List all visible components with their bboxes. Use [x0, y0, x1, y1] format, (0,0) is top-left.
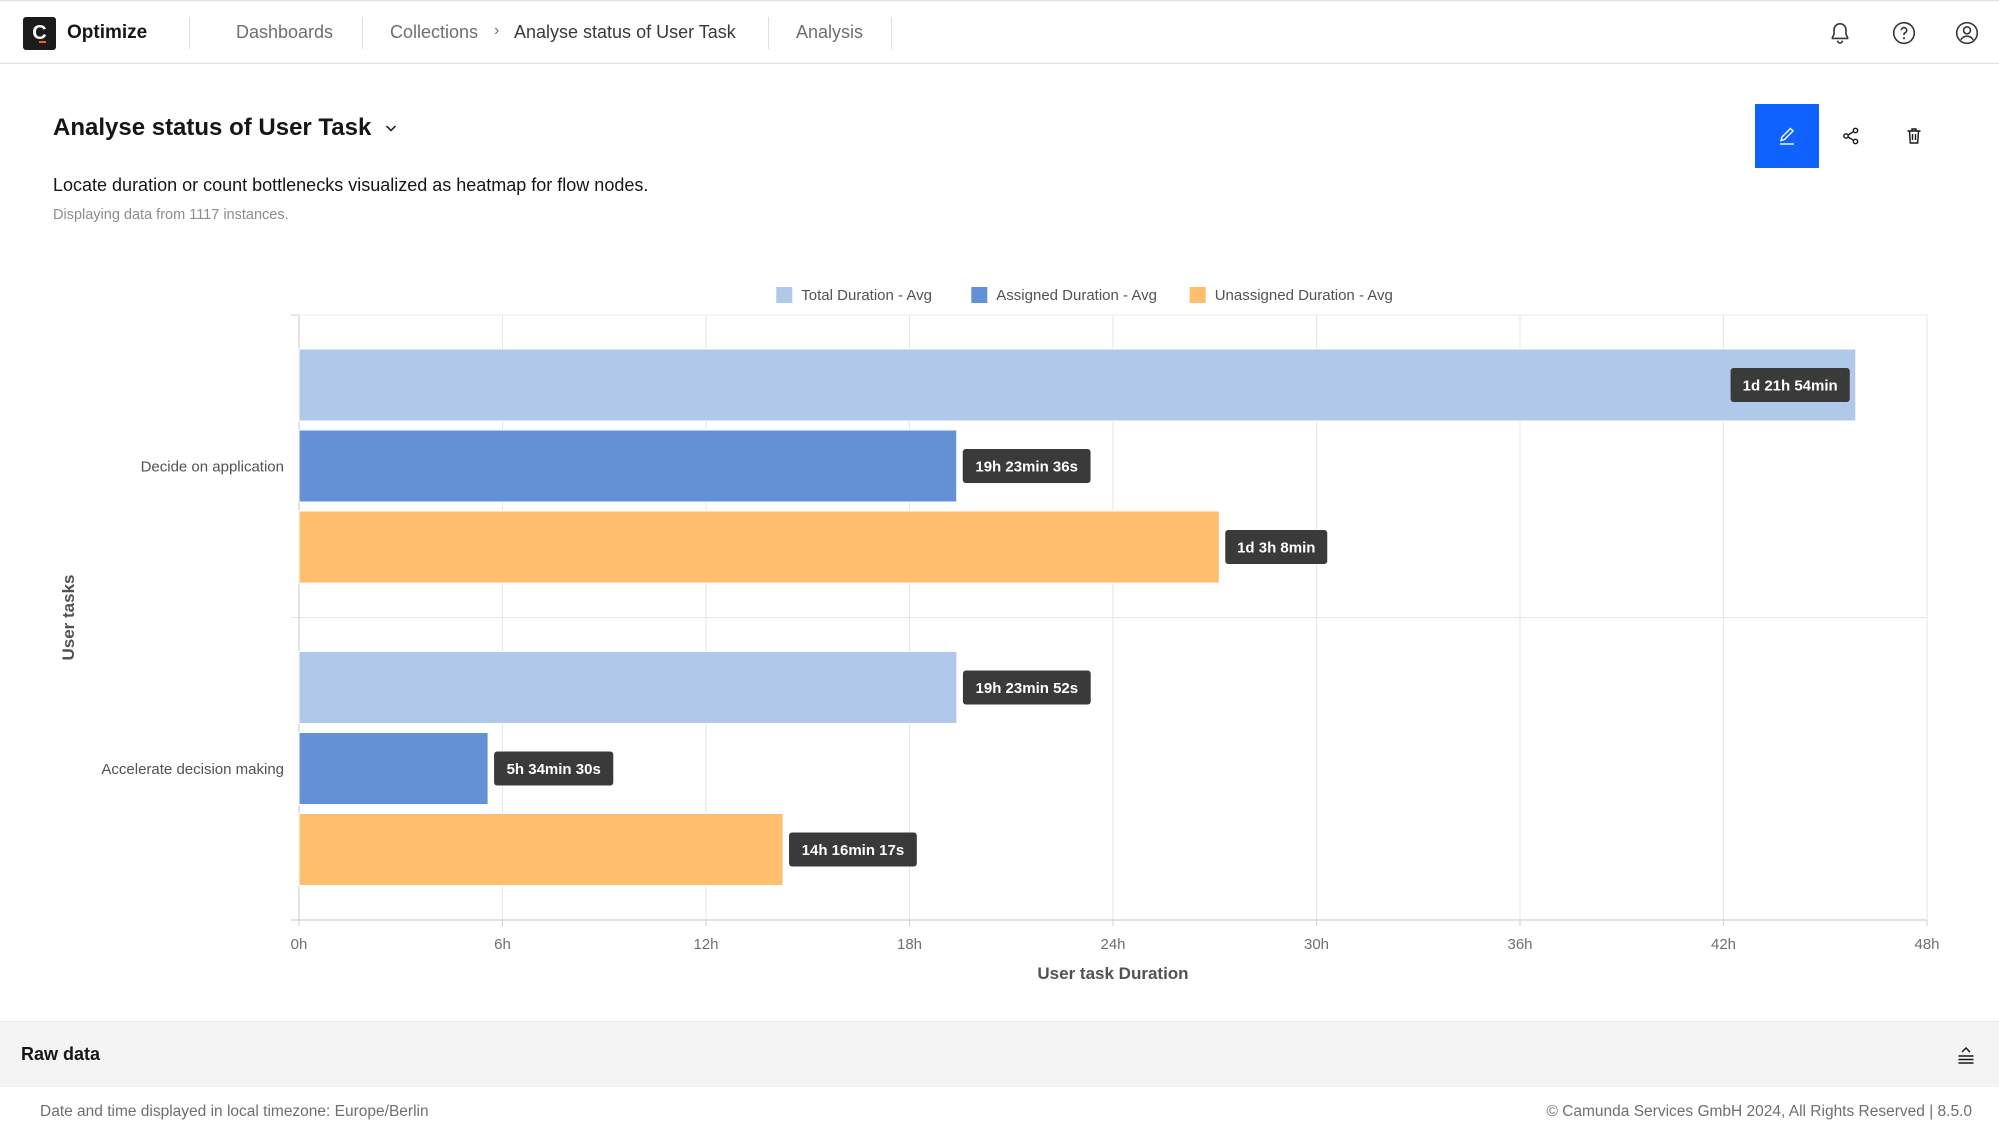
expand-icon[interactable] [1955, 1044, 1977, 1066]
divider [189, 17, 190, 49]
x-axis-title: User task Duration [1037, 964, 1188, 983]
divider [891, 17, 892, 49]
top-navigation-bar: C Optimize Dashboards Collections › Anal… [0, 0, 1999, 64]
nav-analysis-link[interactable]: Analysis [796, 22, 864, 42]
divider [362, 17, 363, 49]
breadcrumb-collections-link[interactable]: Collections [390, 22, 479, 42]
camunda-logo-icon: C [23, 16, 56, 50]
bar [298, 651, 958, 724]
data-label: 14h 16min 17s [802, 842, 905, 859]
x-tick-label: 48h [1914, 936, 1939, 953]
bell-icon[interactable] [1827, 20, 1853, 46]
share-button[interactable] [1819, 104, 1883, 168]
data-label: 5h 34min 30s [507, 761, 601, 778]
footer: Date and time displayed in local timezon… [0, 1087, 1999, 1137]
legend-swatch [1189, 287, 1206, 303]
copyright-note: © Camunda Services GmbH 2024, All Rights… [1546, 1103, 1972, 1120]
x-tick-label: 0h [291, 936, 308, 953]
breadcrumb-current-report: Analyse status of User Task [514, 22, 736, 42]
brand-name: Optimize [67, 22, 148, 43]
instances-count-note: Displaying data from 1117 instances. [53, 207, 289, 223]
data-label-box [1730, 368, 1850, 402]
data-label: 19h 23min 36s [975, 459, 1078, 476]
data-label: 1d 3h 8min [1237, 540, 1315, 557]
page-title: Analyse status of User Task [53, 114, 372, 141]
bar [298, 429, 958, 503]
chevron-down-icon [386, 125, 397, 132]
legend-label: Unassigned Duration - Avg [1215, 287, 1393, 304]
report-description: Locate duration or count bottlenecks vis… [53, 175, 649, 195]
delete-button[interactable] [1882, 104, 1946, 168]
timezone-note: Date and time displayed in local timezon… [40, 1103, 429, 1120]
x-tick-label: 18h [897, 936, 922, 953]
y-axis-title: User tasks [59, 574, 78, 660]
legend-label: Assigned Duration - Avg [996, 287, 1157, 304]
legend-swatch [776, 287, 793, 303]
legend-swatch [971, 287, 988, 303]
brand[interactable]: C Optimize [23, 16, 147, 50]
data-label: 19h 23min 52s [976, 680, 1079, 697]
x-tick-label: 24h [1100, 936, 1125, 953]
raw-data-panel[interactable]: Raw data [0, 1021, 1999, 1087]
category-label: Accelerate decision making [101, 761, 284, 778]
duration-bar-chart: 0h 6h 12h 18h 24h 30h 36h 42h 48h Decide on appli… [59, 287, 1940, 983]
category-label: Decide on application [141, 458, 284, 475]
user-icon[interactable] [1954, 20, 1980, 46]
data-label: 1d 21h 54min [1743, 378, 1838, 395]
data-label-box [789, 832, 917, 867]
report-title-dropdown[interactable]: Analyse status of User Task [53, 114, 399, 142]
data-label-box [494, 751, 614, 786]
bar [298, 732, 489, 805]
x-tick-label: 6h [494, 936, 511, 953]
delete-icon [1907, 128, 1921, 144]
raw-data-title: Raw data [21, 1044, 101, 1064]
nav-dashboards-link[interactable]: Dashboards [236, 22, 334, 42]
x-tick-label: 30h [1304, 936, 1329, 953]
edit-button[interactable] [1755, 104, 1819, 168]
data-label-box [962, 449, 1091, 483]
legend-label: Total Duration - Avg [801, 287, 932, 304]
edit-icon [1779, 127, 1794, 145]
x-tick-label: 12h [693, 936, 718, 953]
data-label-box [1225, 530, 1328, 564]
x-tick-label: 42h [1711, 936, 1736, 953]
divider [768, 17, 769, 49]
bar [298, 510, 1220, 584]
x-tick-label: 36h [1507, 936, 1532, 953]
breadcrumb-separator: › [494, 22, 500, 39]
help-icon[interactable] [1891, 20, 1917, 46]
data-label-box [962, 670, 1091, 705]
share-icon [1843, 127, 1859, 145]
bar [298, 348, 1857, 422]
bar [298, 813, 784, 886]
